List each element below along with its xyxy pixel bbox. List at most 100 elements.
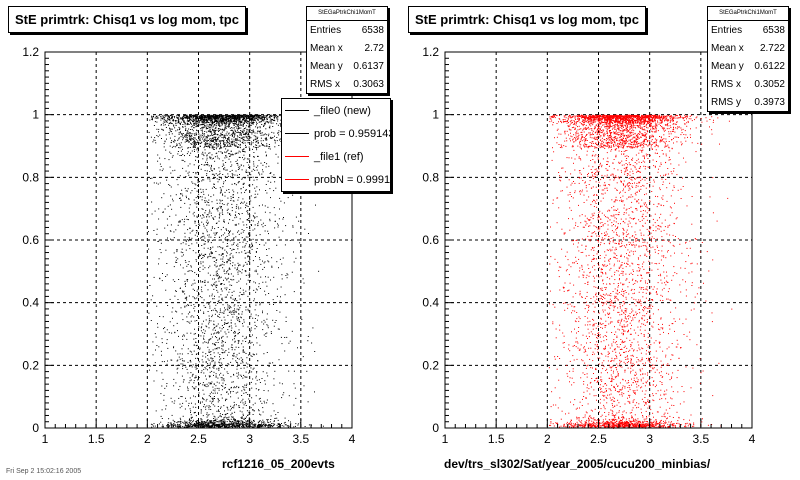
scatter-point bbox=[205, 319, 207, 321]
scatter-point bbox=[183, 335, 185, 337]
scatter-point bbox=[169, 127, 170, 129]
scatter-point bbox=[169, 204, 171, 206]
scatter-point bbox=[217, 143, 219, 145]
scatter-point bbox=[234, 183, 236, 185]
scatter-point bbox=[190, 270, 192, 272]
scatter-point bbox=[250, 280, 251, 282]
scatter-point bbox=[230, 396, 232, 398]
scatter-point bbox=[232, 132, 234, 134]
scatter-point bbox=[222, 134, 224, 136]
scatter-point bbox=[210, 168, 212, 170]
scatter-point bbox=[215, 373, 217, 375]
scatter-point bbox=[180, 193, 181, 195]
scatter-point bbox=[239, 137, 241, 138]
scatter-point bbox=[206, 365, 208, 367]
scatter-point bbox=[206, 201, 208, 203]
scatter-point bbox=[245, 207, 246, 209]
scatter-point bbox=[204, 332, 206, 334]
scatter-point bbox=[234, 304, 236, 306]
scatter-point bbox=[246, 224, 248, 226]
scatter-point bbox=[243, 148, 245, 150]
scatter-point bbox=[190, 361, 192, 363]
scatter-point bbox=[257, 155, 259, 157]
scatter-point bbox=[229, 240, 231, 242]
scatter-point bbox=[162, 129, 164, 131]
scatter-point bbox=[196, 368, 198, 369]
scatter-point bbox=[268, 147, 270, 149]
scatter-point bbox=[237, 206, 239, 208]
scatter-point bbox=[181, 248, 183, 250]
scatter-point bbox=[251, 121, 253, 123]
scatter-point bbox=[203, 393, 205, 395]
scatter-point bbox=[215, 133, 216, 135]
scatter-point bbox=[231, 426, 233, 427]
scatter-point bbox=[195, 424, 197, 426]
scatter-point bbox=[187, 130, 189, 132]
scatter-point bbox=[217, 210, 219, 212]
scatter-point bbox=[246, 116, 248, 118]
scatter-point bbox=[255, 423, 257, 425]
scatter-point bbox=[188, 198, 190, 200]
scatter-point bbox=[238, 127, 240, 129]
scatter-point bbox=[227, 144, 229, 146]
scatter-point bbox=[185, 139, 187, 141]
scatter-point bbox=[242, 358, 244, 360]
scatter-point bbox=[236, 159, 238, 161]
scatter-point bbox=[230, 252, 232, 254]
scatter-point bbox=[208, 115, 210, 116]
scatter-point bbox=[220, 422, 222, 424]
scatter-point bbox=[285, 321, 287, 322]
scatter-point bbox=[237, 162, 239, 164]
scatter-point bbox=[241, 251, 243, 253]
scatter-point bbox=[205, 361, 207, 363]
scatter-point bbox=[195, 124, 197, 126]
scatter-point bbox=[226, 417, 227, 419]
scatter-point bbox=[200, 410, 202, 412]
scatter-point bbox=[266, 318, 268, 320]
scatter-point bbox=[228, 291, 230, 293]
scatter-point bbox=[302, 356, 304, 358]
scatter-point bbox=[274, 214, 276, 216]
scatter-point bbox=[259, 382, 261, 383]
scatter-point bbox=[198, 124, 200, 126]
scatter-point bbox=[194, 366, 196, 368]
scatter-point bbox=[215, 120, 217, 121]
scatter-point bbox=[181, 219, 183, 221]
scatter-point bbox=[278, 426, 280, 428]
scatter-point bbox=[245, 371, 247, 373]
scatter-point bbox=[264, 118, 266, 120]
scatter-point bbox=[207, 114, 208, 116]
scatter-point bbox=[210, 409, 212, 410]
scatter-point bbox=[260, 162, 262, 164]
scatter-point bbox=[226, 371, 228, 373]
scatter-point bbox=[284, 424, 286, 426]
scatter-point bbox=[213, 343, 215, 345]
scatter-point bbox=[188, 305, 190, 306]
scatter-point bbox=[196, 320, 198, 321]
scatter-point bbox=[272, 115, 274, 117]
scatter-point bbox=[225, 423, 227, 425]
scatter-point bbox=[151, 213, 153, 215]
scatter-point bbox=[221, 116, 223, 118]
scatter-point bbox=[180, 419, 182, 421]
scatter-point bbox=[195, 156, 197, 158]
scatter-point bbox=[258, 426, 260, 428]
scatter-point bbox=[203, 120, 205, 122]
scatter-point bbox=[254, 328, 256, 330]
scatter-point bbox=[238, 116, 240, 118]
scatter-point bbox=[222, 163, 224, 165]
scatter-point bbox=[187, 239, 189, 241]
scatter-point bbox=[256, 115, 258, 117]
scatter-point bbox=[221, 131, 223, 133]
scatter-point bbox=[204, 131, 206, 132]
scatter-point bbox=[266, 324, 268, 326]
scatter-point bbox=[206, 118, 207, 120]
scatter-point bbox=[226, 119, 228, 121]
scatter-point bbox=[217, 275, 218, 277]
scatter-point bbox=[202, 153, 204, 155]
scatter-point bbox=[253, 424, 255, 426]
scatter-point bbox=[230, 296, 232, 298]
scatter-point bbox=[257, 360, 258, 362]
scatter-point bbox=[234, 121, 236, 123]
scatter-point bbox=[226, 426, 228, 428]
